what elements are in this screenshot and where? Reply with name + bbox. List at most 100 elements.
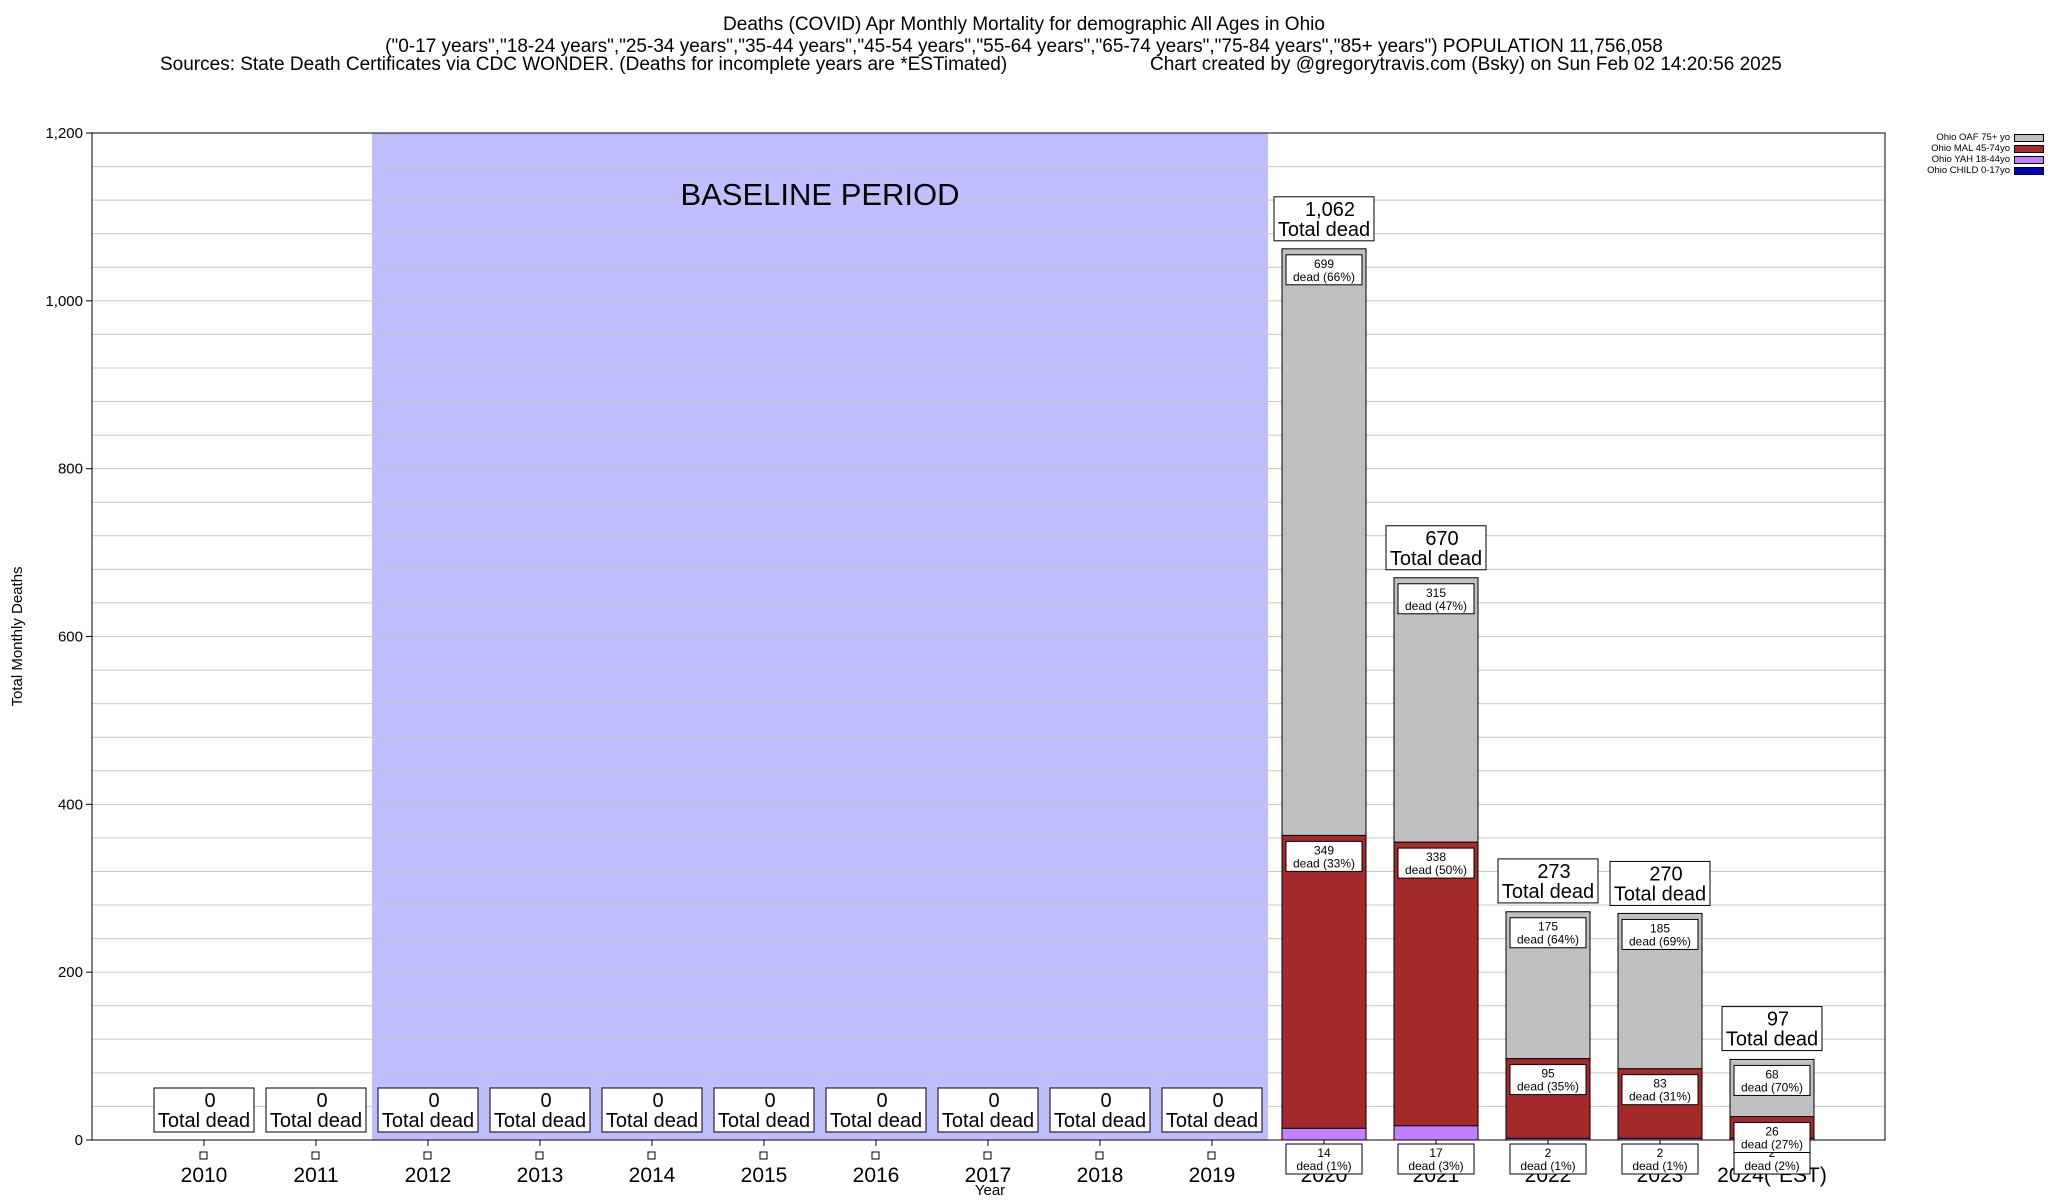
zero-marker: [199, 1151, 208, 1160]
legend-swatch: [2014, 144, 2044, 153]
total-dead-label: Total dead: [494, 1110, 586, 1132]
x-tick-label: 2015: [741, 1164, 788, 1187]
total-value-label: 0: [204, 1090, 215, 1112]
total-label-box: [1497, 858, 1599, 904]
total-dead-label: Total dead: [1614, 883, 1706, 905]
total-dead-label: Total dead: [382, 1110, 474, 1132]
zero-marker: [535, 1151, 544, 1160]
zero-marker: [1095, 1151, 1104, 1160]
baseline-period-label: BASELINE PERIOD: [680, 177, 959, 212]
total-value-label: 0: [652, 1090, 663, 1112]
total-value-label: 1,062: [1305, 199, 1355, 221]
total-label-box: [1385, 525, 1487, 571]
total-value-label: 0: [988, 1090, 999, 1112]
total-dead-label: Total dead: [1502, 881, 1594, 903]
legend-entry: Ohio CHILD 0-17yo: [1927, 165, 2044, 176]
y-tick-label: 800: [58, 461, 83, 478]
segment-percent-label: dead (47%): [1405, 599, 1467, 613]
legend-label: Ohio MAL 45-74yo: [1931, 143, 2010, 154]
total-label-box: [1609, 860, 1711, 906]
total-dead-label: Total dead: [270, 1110, 362, 1132]
zero-marker: [871, 1151, 880, 1160]
total-label-box: [265, 1087, 367, 1133]
segment-value-label: 175: [1538, 920, 1558, 934]
segment-label-box: [1397, 583, 1475, 615]
total-dead-label: Total dead: [718, 1110, 810, 1132]
zero-marker: [759, 1151, 768, 1160]
total-dead-label: Total dead: [606, 1110, 698, 1132]
x-tick-label: 2014: [629, 1164, 676, 1187]
segment-percent-label: dead (66%): [1293, 270, 1355, 284]
legend-label: Ohio CHILD 0-17yo: [1927, 165, 2010, 176]
y-tick-label: 1,000: [45, 293, 83, 310]
total-value-label: 0: [540, 1090, 551, 1112]
x-tick-label: 2012: [405, 1164, 452, 1187]
segment-percent-label: dead (70%): [1741, 1080, 1803, 1094]
segment-label-box: [1733, 1064, 1811, 1096]
total-dead-label: Total dead: [942, 1110, 1034, 1132]
legend-entry: Ohio YAH 18-44yo: [1927, 154, 2044, 165]
total-value-label: 273: [1537, 861, 1570, 883]
segment-label-box: [1621, 1143, 1699, 1175]
segment-percent-label: dead (31%): [1629, 1090, 1691, 1104]
y-tick-label: 1,200: [45, 125, 83, 142]
x-tick-label: 2018: [1077, 1164, 1124, 1187]
chart-title: Deaths (COVID) Apr Monthly Mortality for…: [723, 14, 1325, 35]
segment-value-label: 2: [1657, 1146, 1664, 1160]
total-dead-label: Total dead: [158, 1110, 250, 1132]
x-axis-label: Year: [975, 1182, 1005, 1199]
segment-value-label: 95: [1541, 1067, 1555, 1081]
bar-segment: [1281, 834, 1367, 1129]
segment-value-label: 14: [1317, 1146, 1331, 1160]
total-value-label: 270: [1649, 863, 1682, 885]
segment-percent-label: dead (33%): [1293, 856, 1355, 870]
segment-label-box: [1285, 1143, 1363, 1175]
segment-value-label: 315: [1426, 586, 1446, 600]
legend-swatch: [2014, 155, 2044, 164]
x-tick-label: 2013: [517, 1164, 564, 1187]
y-tick-label: 0: [75, 1132, 83, 1149]
segment-value-label: 26: [1765, 1125, 1779, 1139]
total-dead-label: Total dead: [1278, 219, 1370, 241]
segment-percent-label: dead (69%): [1629, 934, 1691, 948]
legend-label: Ohio OAF 75+ yo: [1936, 132, 2010, 143]
zero-marker: [1207, 1151, 1216, 1160]
bar-segment: [1281, 1127, 1367, 1141]
total-dead-label: Total dead: [1726, 1029, 1818, 1051]
segment-label-box: [1621, 918, 1699, 950]
segment-percent-label: dead (3%): [1408, 1159, 1463, 1173]
total-value-label: 0: [1212, 1090, 1223, 1112]
segment-value-label: 338: [1426, 850, 1446, 864]
segment-label-box: [1509, 1143, 1587, 1175]
chart-credit: Chart created by @gregorytravis.com (Bsk…: [1150, 54, 1782, 75]
y-tick-label: 400: [58, 796, 83, 813]
segment-percent-label: dead (1%): [1296, 1159, 1351, 1173]
total-label-box: [601, 1087, 703, 1133]
segment-label-box: [1509, 917, 1587, 949]
segment-label-box: [1621, 1074, 1699, 1106]
segment-label-box: [1285, 254, 1363, 286]
segment-value-label: 17: [1429, 1146, 1443, 1160]
chart-sources: Sources: State Death Certificates via CD…: [160, 54, 1008, 75]
segment-value-label: 699: [1314, 257, 1334, 271]
total-value-label: 0: [764, 1090, 775, 1112]
segment-label-box: [1397, 1143, 1475, 1175]
segment-value-label: 349: [1314, 843, 1334, 857]
x-tick-label: 2010: [181, 1164, 228, 1187]
total-label-box: [489, 1087, 591, 1133]
legend-entry: Ohio OAF 75+ yo: [1927, 132, 2044, 143]
x-tick-label: 2011: [293, 1164, 338, 1187]
total-value-label: 0: [428, 1090, 439, 1112]
y-tick-label: 200: [58, 964, 83, 981]
chart-legend: Ohio OAF 75+ yo Ohio MAL 45-74yo Ohio YAH …: [1927, 132, 2044, 176]
zero-marker: [983, 1151, 992, 1160]
total-label-box: [713, 1087, 815, 1133]
segment-label-box: [1397, 847, 1475, 879]
bar-segment: [1393, 577, 1479, 843]
zero-marker: [311, 1151, 320, 1160]
chart-title-block: Deaths (COVID) Apr Monthly Mortality for…: [0, 14, 2048, 58]
y-axis-label: Total Monthly Deaths: [9, 566, 26, 706]
segment-label-box: [1509, 1064, 1587, 1096]
segment-percent-label: dead (50%): [1405, 863, 1467, 877]
